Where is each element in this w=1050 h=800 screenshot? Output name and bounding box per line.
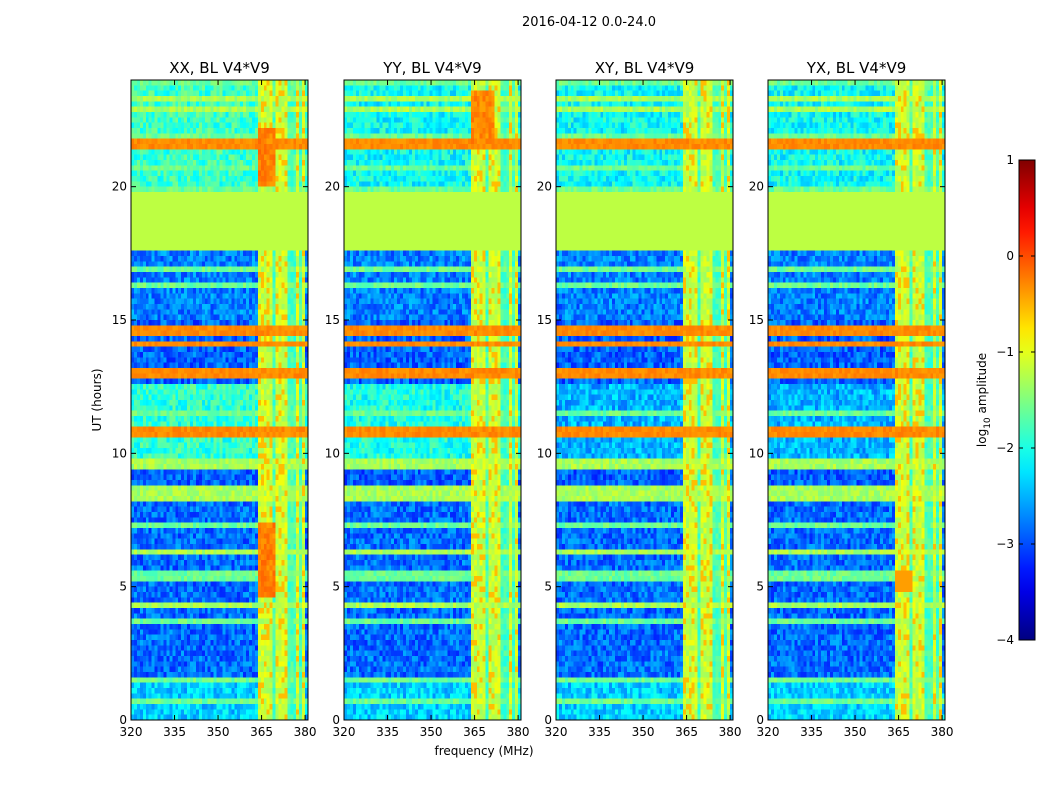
y-tick-label: 20	[537, 180, 552, 194]
colorbar-tick-label: −4	[996, 633, 1014, 647]
panel-title: YY, BL V4*V9	[382, 59, 481, 77]
panel-yy: YY, BL V4*V9 320 335 350 365 380 0 5 10 15 20	[325, 59, 530, 739]
y-tick-label: 10	[749, 446, 764, 460]
heatmap-yy	[344, 80, 521, 720]
x-tick-label: 365	[887, 725, 910, 739]
x-tick-label: 380	[931, 725, 954, 739]
y-tick-label: 15	[112, 313, 127, 327]
x-tick-label: 380	[507, 725, 530, 739]
heatmap-xx	[131, 80, 308, 720]
y-tick-label: 0	[544, 713, 552, 727]
y-tick-label: 5	[119, 580, 127, 594]
axes-frame	[767, 79, 946, 721]
y-axis-label: UT (hours)	[90, 368, 104, 431]
colorbar: 1 0 −1 −2 −3 −4 log10 amplitude	[975, 153, 1036, 647]
axes-frame	[343, 79, 522, 721]
y-tick-label: 0	[119, 713, 127, 727]
y-tick-label: 5	[756, 580, 764, 594]
colorbar-tick-label: 0	[1006, 249, 1014, 263]
x-tick-label: 380	[294, 725, 317, 739]
colorbar-tick-label: −2	[996, 441, 1014, 455]
colorbar-gradient	[1018, 159, 1036, 641]
y-tick-label: 15	[749, 313, 764, 327]
y-tick-label: 5	[544, 580, 552, 594]
panel-title: XY, BL V4*V9	[595, 59, 695, 77]
y-tick-label: 10	[325, 446, 340, 460]
y-tick-label: 20	[749, 180, 764, 194]
panel-title: XX, BL V4*V9	[169, 59, 270, 77]
axes-frame	[130, 79, 309, 721]
x-tick-label: 350	[420, 725, 443, 739]
y-tick-label: 20	[325, 180, 340, 194]
x-axis-label: frequency (MHz)	[434, 744, 533, 758]
y-tick-label: 0	[756, 713, 764, 727]
x-tick-label: 320	[120, 725, 143, 739]
x-tick-label: 350	[844, 725, 867, 739]
y-tick-label: 0	[332, 713, 340, 727]
x-tick-label: 335	[800, 725, 823, 739]
x-tick-label: 320	[545, 725, 568, 739]
panel-xx: XX, BL V4*V9 320 335 350 365 380 0 5 10 15 20	[112, 59, 317, 739]
x-tick-label: 350	[632, 725, 655, 739]
figure-title: 2016-04-12 0.0-24.0	[522, 15, 656, 30]
x-tick-label: 335	[163, 725, 186, 739]
x-tick-label: 365	[675, 725, 698, 739]
x-tick-label: 320	[333, 725, 356, 739]
colorbar-tick-label: −3	[996, 537, 1014, 551]
y-tick-label: 15	[537, 313, 552, 327]
x-tick-label: 335	[376, 725, 399, 739]
x-tick-label: 350	[207, 725, 230, 739]
x-tick-label: 380	[719, 725, 742, 739]
y-tick-label: 5	[332, 580, 340, 594]
panel-yx: YX, BL V4*V9 320 335 350 365 380 0 5 10 15 20	[749, 59, 954, 739]
y-tick-label: 10	[537, 446, 552, 460]
x-tick-label: 365	[250, 725, 273, 739]
panel-title: YX, BL V4*V9	[806, 59, 907, 77]
colorbar-tick-label: −1	[996, 345, 1014, 359]
panel-xy: XY, BL V4*V9 320 335 350 365 380 0 5 10 15 20	[537, 59, 742, 739]
heatmap-xy	[556, 80, 733, 720]
y-tick-label: 15	[325, 313, 340, 327]
axes-frame	[555, 79, 734, 721]
x-tick-label: 320	[757, 725, 780, 739]
colorbar-tick-label: 1	[1006, 153, 1014, 167]
x-tick-label: 365	[463, 725, 486, 739]
y-tick-label: 20	[112, 180, 127, 194]
x-tick-label: 335	[588, 725, 611, 739]
colorbar-label: log10 amplitude	[975, 353, 993, 447]
heatmap-yx	[768, 80, 945, 720]
y-tick-label: 10	[112, 446, 127, 460]
